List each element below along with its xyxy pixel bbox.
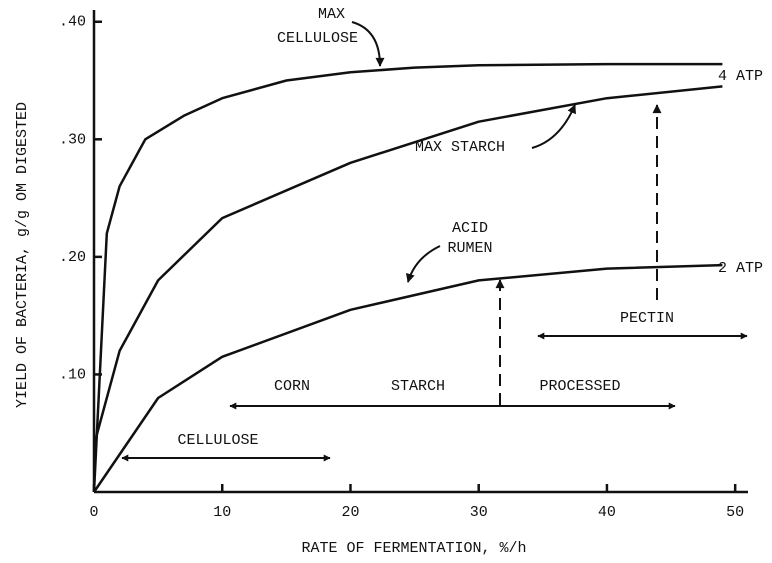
annotation: CORN	[274, 378, 310, 395]
x-tick-label: 40	[598, 504, 616, 521]
y-tick-label: .30	[59, 131, 86, 148]
x-axis-label: RATE OF FERMENTATION, %/h	[301, 540, 526, 557]
pointer-arrow	[405, 245, 441, 283]
y-tick-label: .10	[59, 366, 86, 383]
annotation: CELLULOSE	[277, 30, 358, 47]
annotation: PROCESSED	[539, 378, 620, 395]
series-line	[92, 263, 723, 493]
y-tick-label: .40	[59, 14, 86, 31]
annotation: RUMEN	[447, 240, 492, 257]
pointer-arrow	[531, 104, 576, 149]
x-tick-label: 50	[726, 504, 744, 521]
annotation: ACID	[452, 220, 488, 237]
y-tick-label: .20	[59, 249, 86, 266]
y-axis-label: YIELD OF BACTERIA, g/g OM DIGESTED	[14, 102, 31, 408]
annotation: STARCH	[391, 378, 445, 395]
x-tick-label: 20	[341, 504, 359, 521]
annotation: MAX STARCH	[415, 139, 505, 156]
annotation: 4 ATP	[718, 68, 763, 85]
x-tick-label: 10	[213, 504, 231, 521]
series-line	[92, 85, 723, 446]
x-tick-label: 30	[470, 504, 488, 521]
annotation: CELLULOSE	[177, 432, 258, 449]
annotation: MAX	[318, 6, 345, 23]
annotation: 2 ATP	[718, 260, 763, 277]
annotation: PECTIN	[620, 310, 674, 327]
series-line	[92, 62, 723, 493]
x-tick-label: 0	[89, 504, 98, 521]
pointer-arrow	[351, 21, 385, 67]
